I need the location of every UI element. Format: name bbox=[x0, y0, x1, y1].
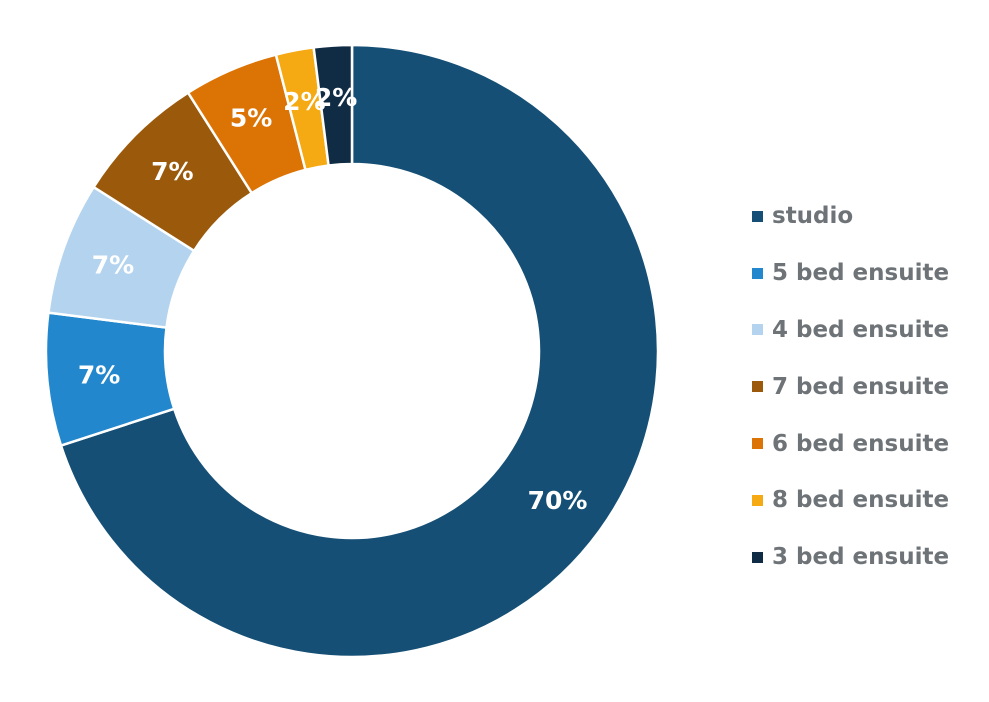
legend-swatch bbox=[752, 438, 763, 450]
slice-label-8-bed-ensuite: 2% bbox=[283, 87, 325, 116]
legend-item-4-bed-ensuite: 4 bed ensuite bbox=[752, 302, 949, 359]
legend-label: 6 bed ensuite bbox=[772, 430, 950, 457]
slice-label-7-bed-ensuite: 7% bbox=[151, 157, 193, 186]
slice-label-5-bed-ensuite: 7% bbox=[78, 360, 120, 389]
slice-studio bbox=[59, 43, 660, 659]
legend-swatch bbox=[752, 494, 763, 506]
legend-item-3-bed-ensuite: 3 bed ensuite bbox=[752, 529, 949, 586]
legend-swatch bbox=[752, 210, 763, 222]
slice-label-studio: 70% bbox=[528, 486, 588, 515]
chart-legend: studio 5 bed ensuite 4 bed ensuite 7 bed en… bbox=[752, 188, 949, 586]
legend-swatch bbox=[752, 267, 763, 279]
legend-swatch bbox=[752, 324, 763, 336]
legend-item-studio: studio bbox=[752, 188, 949, 245]
legend-item-6-bed-ensuite: 6 bed ensuite bbox=[752, 415, 949, 472]
slice-labels-layer: 70% 7% 7% 7% 5% 2%2% bbox=[78, 83, 588, 515]
legend-swatch bbox=[752, 551, 763, 563]
legend-item-7-bed-ensuite: 7 bed ensuite bbox=[752, 358, 949, 415]
slice-label-6-bed-ensuite: 5% bbox=[230, 103, 272, 132]
slice-3-bed-ensuite bbox=[312, 43, 354, 167]
legend-label: 8 bed ensuite bbox=[772, 487, 950, 514]
slice-label-4-bed-ensuite: 7% bbox=[92, 250, 134, 279]
legend-label: 3 bed ensuite bbox=[772, 544, 950, 571]
legend-swatch bbox=[752, 381, 763, 393]
legend-label: 5 bed ensuite bbox=[772, 260, 950, 287]
legend-label: studio bbox=[772, 203, 854, 230]
legend-item-8-bed-ensuite: 8 bed ensuite bbox=[752, 472, 949, 529]
slice-label-3-bed-ensuite: 2% bbox=[315, 83, 357, 112]
legend-label: 4 bed ensuite bbox=[772, 316, 950, 343]
slices-layer bbox=[44, 43, 660, 659]
legend-label: 7 bed ensuite bbox=[772, 373, 950, 400]
legend-item-5-bed-ensuite: 5 bed ensuite bbox=[752, 245, 949, 302]
